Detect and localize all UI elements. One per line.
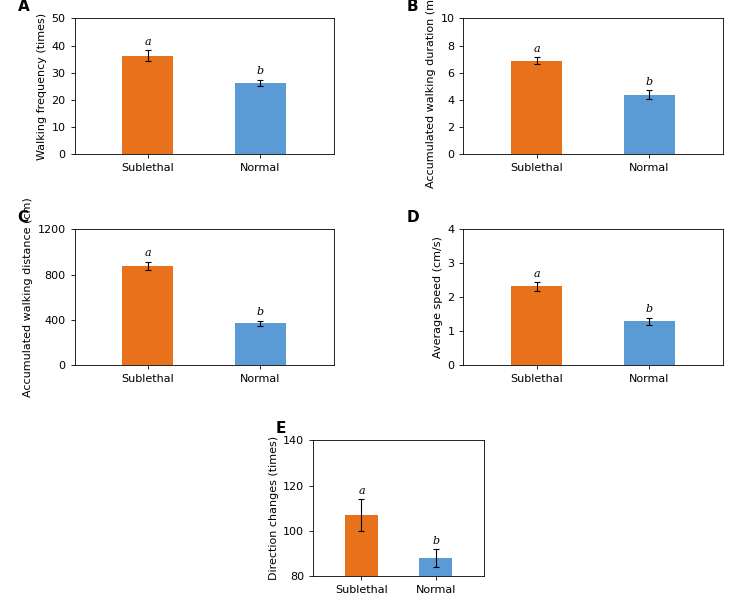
Text: E: E <box>276 421 286 436</box>
Bar <box>235 83 286 154</box>
Bar <box>235 324 286 365</box>
Text: b: b <box>257 307 264 317</box>
Bar <box>122 266 173 365</box>
Text: b: b <box>432 536 440 546</box>
Bar <box>122 56 173 154</box>
Text: a: a <box>358 485 365 496</box>
Text: D: D <box>406 210 419 225</box>
Text: b: b <box>257 66 264 77</box>
Y-axis label: Average speed (cm/s): Average speed (cm/s) <box>433 237 443 358</box>
Bar <box>345 515 378 613</box>
Text: b: b <box>646 304 653 314</box>
Y-axis label: Walking frequency (times): Walking frequency (times) <box>37 13 47 160</box>
Bar <box>511 286 562 365</box>
Bar <box>624 321 675 365</box>
Bar <box>624 94 675 154</box>
Y-axis label: Accumulated walking duration (min): Accumulated walking duration (min) <box>426 0 436 188</box>
Text: C: C <box>17 210 28 225</box>
Text: B: B <box>406 0 418 14</box>
Y-axis label: Accumulated walking distance (cm): Accumulated walking distance (cm) <box>23 197 34 397</box>
Text: a: a <box>145 37 151 47</box>
Y-axis label: Direction changes (times): Direction changes (times) <box>269 436 279 581</box>
Bar <box>511 61 562 154</box>
Text: a: a <box>145 248 151 259</box>
Text: a: a <box>533 269 540 279</box>
Bar <box>419 558 452 613</box>
Text: a: a <box>533 44 540 54</box>
Text: A: A <box>17 0 29 14</box>
Text: b: b <box>646 77 653 87</box>
